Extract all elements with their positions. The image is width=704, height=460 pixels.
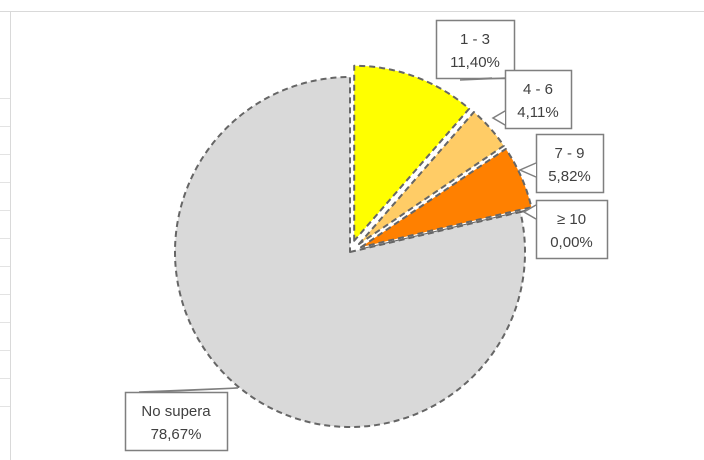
callout-pointer [138, 387, 239, 393]
callout-pointer [491, 110, 506, 126]
callout-pointer [518, 162, 537, 178]
data-label-callout: ≥ 10 0,00% [522, 199, 609, 260]
data-label-category: 1 - 3 [460, 31, 490, 48]
data-label-value: 0,00% [550, 234, 593, 251]
data-label-category: 4 - 6 [523, 81, 553, 98]
callout-box [535, 133, 605, 194]
data-label-value: 4,11% [517, 104, 558, 121]
data-label-category: ≥ 10 [557, 211, 586, 228]
data-label-value: 78,67% [151, 426, 202, 443]
callout-box [535, 199, 609, 260]
data-label-callout: 4 - 6 4,11% [491, 69, 573, 130]
pie-slice-7-9[interactable] [359, 147, 533, 249]
pie-slice-4-6[interactable] [357, 111, 505, 246]
data-label-category: 7 - 9 [554, 145, 584, 162]
data-label-callout: 7 - 9 5,82% [518, 133, 605, 194]
pie-slices [174, 64, 534, 428]
data-label-callout: No supera 78,67% [124, 387, 239, 452]
data-label-value: 11,40% [450, 54, 500, 71]
data-label-value: 5,82% [548, 168, 591, 185]
data-labels: 1 - 3 11,40% 4 - 6 4,11% 7 - 9 5,82% ≥ 10 0,00%… [124, 19, 609, 452]
pie-slice-1-3[interactable] [353, 64, 471, 242]
pie-slice-no-supera[interactable] [174, 76, 526, 428]
callout-box [124, 391, 229, 452]
data-label-callout: 1 - 3 11,40% [435, 19, 516, 81]
callout-box [504, 69, 573, 130]
callout-pointer [522, 204, 537, 220]
data-label-category: No supera [141, 403, 211, 420]
callout-pointer [459, 77, 507, 81]
